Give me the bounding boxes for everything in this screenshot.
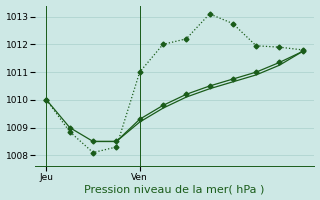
X-axis label: Pression niveau de la mer( hPa ): Pression niveau de la mer( hPa ) xyxy=(84,184,265,194)
